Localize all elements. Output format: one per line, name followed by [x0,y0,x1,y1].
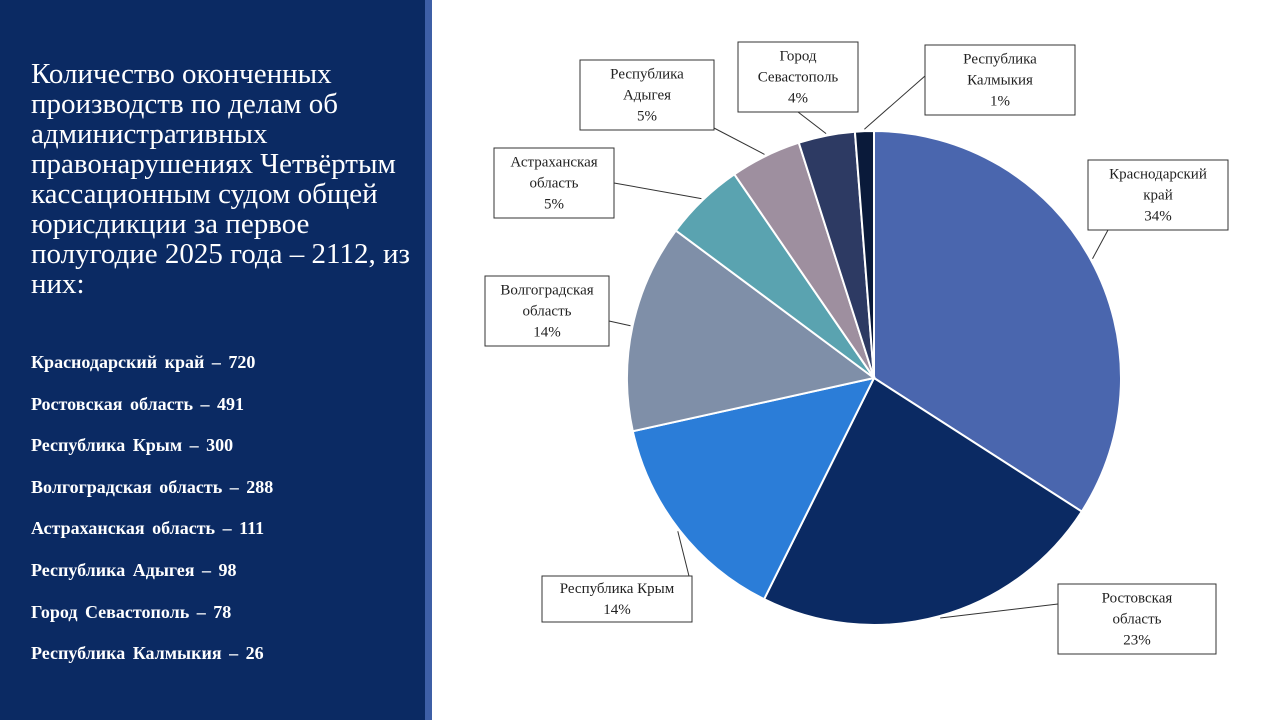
slice-label-box [1057,583,1217,655]
region-count-item: Республика Калмыкия – 26 [31,643,264,664]
leader-line [864,75,926,130]
region-count-item: Республика Адыгея – 98 [31,559,237,580]
pie-chart: Краснодарский край 34% Ростовская область 23%… [484,41,1229,655]
slice-label-box [737,41,859,113]
slice-name-label: Республика [963,52,1037,68]
slice-label-box [1087,159,1229,231]
region-count-item: Краснодарский край – 720 [31,352,256,372]
slice-name-label: Волгоградская [500,283,593,299]
slice-label-box [541,575,693,623]
slide-title: Количество оконченных производств по дел… [31,58,410,300]
slice-name-label: край [1143,188,1172,204]
leader-line [713,127,765,155]
slice-name-label: Адыгея [623,88,671,104]
region-count-item: Республика Крым – 300 [31,435,234,456]
region-count-item: Астраханская область – 111 [31,518,265,539]
left-accent-stripe [425,0,432,720]
slice-name-label: Ростовская [1102,591,1173,607]
region-count-list: Краснодарский край – 720 Ростовская обла… [31,348,421,681]
slice-percent-label: 5% [544,197,564,213]
left-panel [0,0,425,720]
pie-slice [873,129,1122,513]
slice-percent-label: 5% [637,109,657,125]
pie-slice [631,376,876,601]
slice-label-box [924,44,1076,116]
label-leader-lines [608,75,1109,619]
slice-name-label: Республика [610,67,684,83]
leader-line [613,182,702,200]
slice-name-label: область [530,176,579,192]
slice-percent-label: 4% [788,91,808,107]
leader-line [940,603,1059,619]
pie-slices [626,129,1122,626]
region-count-item: Ростовская область – 491 [31,393,244,414]
pie-slice [626,229,877,433]
slice-percent-label: 1% [990,94,1010,110]
slice-percent-label: 23% [1123,633,1151,649]
leader-line [608,320,631,327]
slice-percent-label: 14% [603,602,631,618]
region-count-item: Волгоградская область – 288 [31,476,274,497]
slice-name-label: область [1113,612,1162,628]
slice-name-label: Калмыкия [967,73,1033,89]
slice-label-box [493,147,615,219]
slice-name-label: Севастополь [758,70,839,86]
slice-label-box [484,275,610,347]
slice-name-label: Республика Крым [560,581,675,597]
leader-line [1092,229,1109,259]
slice-label-box [579,59,715,131]
slice-percent-label: 34% [1144,209,1172,225]
pie-slice [853,129,875,379]
slice-name-label: Город [779,49,816,65]
slice-labels: Краснодарский край 34% Ростовская область 23%… [484,41,1229,655]
region-count-item: Город Севастополь – 78 [31,601,232,622]
slice-name-label: Астраханская [510,155,597,171]
leader-line [797,111,827,134]
slice-name-label: область [523,304,572,320]
slice-percent-label: 14% [533,325,561,341]
slice-name-label: Краснодарский [1109,167,1207,183]
